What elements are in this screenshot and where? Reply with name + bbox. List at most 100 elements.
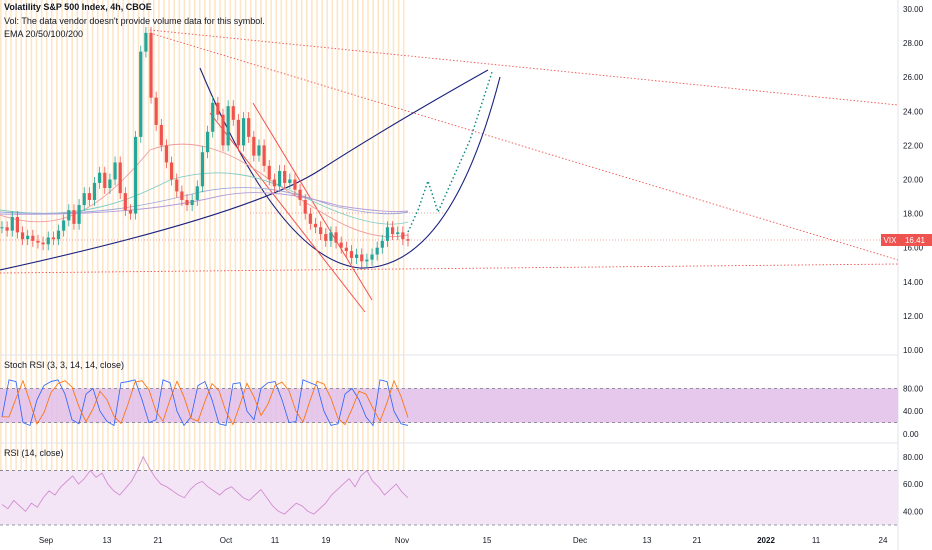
candle-body xyxy=(77,205,81,224)
candle-body xyxy=(169,162,174,180)
candle-body xyxy=(10,217,14,231)
candle-body xyxy=(103,172,107,189)
stoch-k-line xyxy=(1,379,409,427)
candle-body xyxy=(262,145,266,166)
session-stripe xyxy=(127,0,130,520)
session-stripe xyxy=(178,0,181,520)
session-stripe xyxy=(25,0,28,520)
session-stripe xyxy=(351,0,354,520)
session-stripe xyxy=(163,0,165,520)
cup-curve xyxy=(199,67,501,269)
session-stripe xyxy=(158,0,160,520)
candle-body xyxy=(324,234,328,241)
candle-body xyxy=(360,254,364,262)
session-stripe xyxy=(183,0,186,520)
session-stripe xyxy=(285,0,288,520)
rsi-tick-label: 80.00 xyxy=(903,453,924,462)
session-stripe xyxy=(122,0,124,520)
time-tick-label: Sep xyxy=(39,536,54,545)
candle-body xyxy=(241,118,246,146)
candle-body xyxy=(370,254,374,260)
session-stripe xyxy=(0,0,2,520)
session-stripe xyxy=(142,0,145,520)
candle-body xyxy=(200,152,205,187)
candle-body xyxy=(36,240,40,243)
candle-body xyxy=(365,259,369,262)
session-stripe xyxy=(326,0,328,520)
session-stripe xyxy=(239,0,242,520)
candle-body xyxy=(15,217,20,233)
session-stripe xyxy=(229,0,232,520)
candle-body xyxy=(355,254,359,258)
candle-body xyxy=(329,232,333,241)
time-tick-label: 13 xyxy=(103,536,112,545)
session-stripe xyxy=(214,0,216,520)
forecast-path xyxy=(407,71,493,233)
falling-trendline xyxy=(149,32,899,261)
candle-body xyxy=(216,102,220,115)
candle-body xyxy=(221,114,225,146)
candle-body xyxy=(92,182,97,200)
session-stripe xyxy=(270,0,272,520)
candle-body xyxy=(380,240,384,248)
candle-body xyxy=(385,227,390,241)
session-stripe xyxy=(255,0,257,520)
session-stripe xyxy=(275,0,277,520)
candle-body xyxy=(20,232,25,240)
candle-body xyxy=(272,179,276,187)
candle-body xyxy=(0,227,4,229)
badge-symbol: VIX xyxy=(884,236,898,245)
candle-body xyxy=(267,165,271,180)
price-tick-label: 22.00 xyxy=(903,141,924,150)
candle-body xyxy=(349,251,354,258)
session-stripe xyxy=(280,0,283,520)
price-pane xyxy=(0,26,899,313)
ema-line xyxy=(0,192,409,215)
time-tick-label: 2022 xyxy=(757,536,775,545)
session-stripe xyxy=(107,0,109,520)
rsi-tick-label: 60.00 xyxy=(903,480,924,489)
candle-body xyxy=(339,242,343,248)
session-stripe xyxy=(86,0,89,520)
session-stripe xyxy=(96,0,99,520)
session-stripe xyxy=(300,0,303,520)
candle-body xyxy=(51,237,55,240)
session-stripe xyxy=(372,0,374,520)
candle-body xyxy=(396,232,400,235)
candle-body xyxy=(231,106,235,120)
session-stripe xyxy=(290,0,293,520)
session-stripe xyxy=(402,0,405,520)
session-stripe xyxy=(173,0,175,520)
ascending-curve xyxy=(0,69,489,271)
stoch-tick-label: 0.00 xyxy=(903,430,919,439)
session-stripe xyxy=(56,0,58,520)
rsi-line xyxy=(1,455,409,515)
stoch-rsi-pane xyxy=(0,379,898,427)
session-stripe xyxy=(234,0,237,520)
stoch-rsi-label: Stoch RSI (3, 3, 14, 14, close) xyxy=(4,360,125,370)
candle-body xyxy=(288,179,292,183)
session-stripe xyxy=(244,0,247,520)
session-stripe xyxy=(35,0,38,520)
session-stripe xyxy=(153,0,155,520)
rsi-band xyxy=(0,470,898,525)
candle-body xyxy=(98,172,102,183)
rsi-label: RSI (14, close) xyxy=(4,448,64,458)
session-stripe xyxy=(219,0,221,520)
candle-body xyxy=(5,227,9,231)
candle-body xyxy=(175,179,179,192)
session-stripes xyxy=(0,0,405,520)
last-price-badge: VIX 16.41 xyxy=(881,234,932,246)
price-tick-label: 10.00 xyxy=(903,346,924,355)
ema-line xyxy=(0,187,409,215)
candle-body xyxy=(344,247,348,252)
candle-body xyxy=(41,242,45,245)
session-stripe xyxy=(224,0,226,520)
session-stripe xyxy=(20,0,22,520)
candle-body xyxy=(277,170,282,187)
candle-body xyxy=(87,193,91,200)
session-stripe xyxy=(137,0,140,520)
ema-label: EMA 20/50/100/200 xyxy=(4,29,84,39)
candle-body xyxy=(190,199,194,206)
